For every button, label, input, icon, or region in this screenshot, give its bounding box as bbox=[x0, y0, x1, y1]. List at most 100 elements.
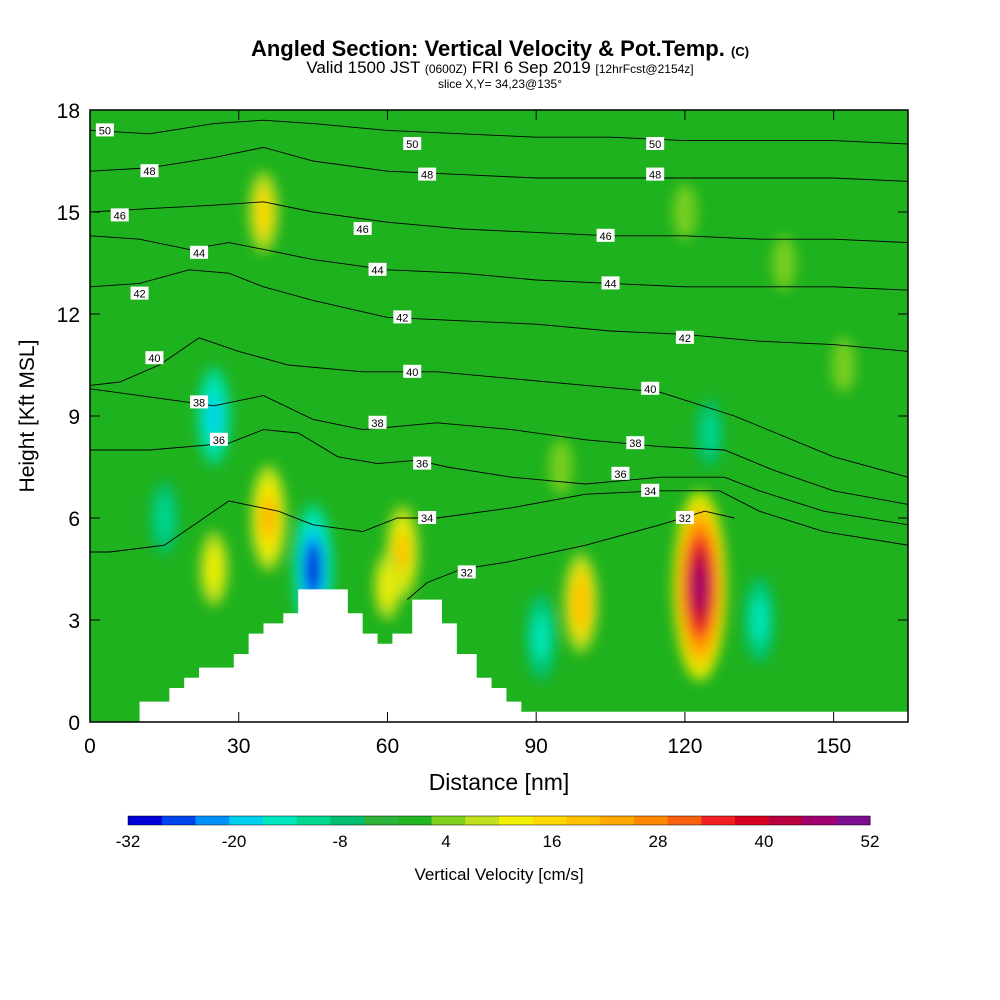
colorbar-swatch bbox=[802, 816, 837, 825]
x-axis-label: Distance [nm] bbox=[429, 769, 570, 795]
colorbar-swatch bbox=[836, 816, 871, 825]
colorbar-swatch bbox=[566, 816, 601, 825]
isentrope-label-box bbox=[641, 483, 660, 497]
slice-info: slice X,Y= 34,23@135° bbox=[437, 77, 563, 91]
colorbar-label: Vertical Velocity [cm/s] bbox=[414, 865, 583, 884]
isentrope-46 bbox=[90, 201, 908, 244]
colorbar-swatch bbox=[600, 816, 635, 825]
isentrope-label: 32 bbox=[461, 567, 473, 579]
colorbar: -32 -20 -8 4 16 28 40 52 bbox=[116, 815, 879, 851]
isentrope-label: 44 bbox=[193, 248, 205, 260]
colorbar-swatch bbox=[364, 816, 399, 825]
velocity-cell bbox=[534, 617, 549, 657]
chart-title: Angled Section: Vertical Velocity & Pot.… bbox=[250, 36, 750, 61]
colorbar-tick-label: -32 bbox=[116, 832, 141, 851]
isentrope-label: 46 bbox=[114, 210, 126, 222]
velocity-cell bbox=[379, 565, 396, 607]
isentrope-label: 50 bbox=[406, 139, 418, 151]
x-tick-label: 60 bbox=[376, 735, 399, 758]
x-tick-label: 150 bbox=[816, 735, 851, 758]
isentrope-label-box bbox=[140, 164, 159, 178]
velocity-cell bbox=[771, 235, 797, 291]
isentrope-label-box bbox=[596, 228, 615, 242]
velocity-cell bbox=[206, 393, 222, 439]
isentrope-34 bbox=[90, 490, 908, 553]
isentrope-label-box bbox=[190, 395, 209, 409]
colorbar-swatch bbox=[431, 816, 466, 825]
isentrope-label: 42 bbox=[396, 312, 408, 324]
isentrope-label-box bbox=[403, 364, 422, 378]
colorbar-tick-label: -8 bbox=[332, 832, 347, 851]
isentrope-label-box bbox=[601, 276, 620, 290]
isentrope-label: 38 bbox=[371, 418, 383, 430]
y-tick-label: 18 bbox=[57, 100, 80, 123]
isentrope-40 bbox=[90, 337, 908, 478]
isentrope-label-box bbox=[418, 511, 437, 524]
isentrope-label: 46 bbox=[357, 224, 369, 236]
x-tick-label: 120 bbox=[667, 735, 702, 758]
x-tick-label: 30 bbox=[227, 735, 250, 758]
isentrope-label: 48 bbox=[649, 170, 661, 182]
isentrope-label-box bbox=[646, 137, 665, 150]
velocity-cell bbox=[307, 550, 319, 588]
isentrope-label: 42 bbox=[133, 289, 145, 301]
colorbar-swatch bbox=[465, 816, 500, 825]
isentrope-label: 40 bbox=[644, 384, 656, 396]
isentrope-label-box bbox=[646, 167, 665, 181]
isentrope-label: 50 bbox=[99, 125, 111, 137]
y-tick-label: 15 bbox=[57, 202, 80, 225]
velocity-cell bbox=[831, 337, 856, 393]
isentrope-50 bbox=[90, 119, 908, 145]
velocity-cell bbox=[262, 499, 275, 537]
isentrope-label-box bbox=[403, 137, 422, 150]
y-tick-label: 9 bbox=[68, 406, 80, 429]
isentrope-48 bbox=[90, 146, 908, 182]
velocity-cell bbox=[573, 580, 589, 626]
terrain-profile bbox=[139, 589, 908, 722]
isentrope-label: 46 bbox=[599, 231, 611, 243]
isentrope-label-box bbox=[626, 436, 645, 450]
velocity-cell bbox=[205, 546, 223, 592]
isentrope-label-box bbox=[209, 432, 228, 446]
isentrope-label: 38 bbox=[193, 397, 205, 409]
colorbar-tick-label: 4 bbox=[441, 832, 450, 851]
isentrope-label-box bbox=[353, 222, 372, 235]
colorbar-swatch bbox=[296, 816, 331, 825]
x-tick-label: 0 bbox=[84, 735, 96, 758]
isentrope-label: 50 bbox=[649, 139, 661, 151]
y-tick-label: 6 bbox=[68, 508, 80, 531]
colorbar-swatch bbox=[397, 816, 433, 825]
y-tick-label: 3 bbox=[68, 610, 80, 633]
plot-area: 32 32 34 34 36 36 36 38 38 38 40 40 40 42 42 42 44 44 44 46… bbox=[90, 110, 908, 722]
velocity-cell bbox=[672, 184, 698, 240]
velocity-cell bbox=[693, 563, 707, 609]
isentrope-32 bbox=[406, 510, 735, 600]
colorbar-swatch bbox=[161, 816, 196, 825]
colorbar-swatch bbox=[330, 816, 365, 825]
isentrope-label-box bbox=[413, 456, 432, 470]
colorbar-swatch bbox=[128, 816, 163, 825]
isentrope-label-box bbox=[130, 286, 149, 300]
isentrope-label: 40 bbox=[148, 353, 160, 365]
isentrope-label-box bbox=[368, 262, 387, 276]
colorbar-swatch bbox=[701, 816, 736, 825]
isentrope-label: 34 bbox=[644, 486, 656, 498]
isentrope-label-box bbox=[418, 167, 437, 181]
x-axis: 0 30 60 90 120 150 bbox=[84, 110, 851, 758]
velocity-cell bbox=[155, 495, 174, 541]
colorbar-swatch bbox=[262, 816, 298, 825]
isentrope-label: 36 bbox=[614, 469, 626, 481]
isentrope-38 bbox=[90, 388, 908, 505]
isentrope-label-box bbox=[145, 351, 164, 365]
colorbar-swatch bbox=[768, 816, 804, 825]
isentrope-label: 44 bbox=[604, 278, 616, 290]
isentrope-label-box bbox=[457, 565, 476, 579]
velocity-cell bbox=[254, 187, 273, 237]
y-tick-label: 0 bbox=[68, 712, 80, 735]
isentrope-label: 38 bbox=[629, 438, 641, 450]
isentrope-label-box bbox=[675, 511, 694, 524]
colorbar-swatch bbox=[667, 816, 702, 825]
colorbar-swatch bbox=[532, 816, 567, 825]
isentrope-labels: 32 32 34 34 36 36 36 38 38 38 40 40 40 42 42 42 44 44 44 46… bbox=[95, 123, 694, 579]
